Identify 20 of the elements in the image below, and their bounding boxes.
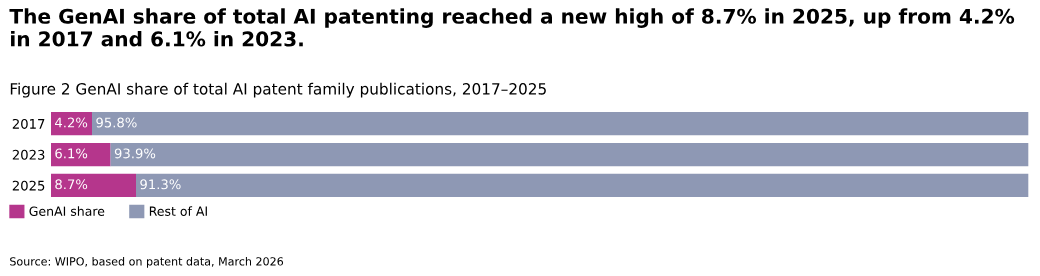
data-label: 93.9% xyxy=(114,148,156,159)
source-note: Source: WIPO, based on patent data, March 2026 xyxy=(10,256,284,268)
legend-label: GenAI share xyxy=(29,206,105,216)
y-tick-label: 2025 xyxy=(12,180,45,191)
data-label: 4.2% xyxy=(55,117,88,128)
data-label: 8.7% xyxy=(55,179,88,190)
y-tick-label: 2017 xyxy=(12,118,45,129)
data-label: 95.8% xyxy=(96,117,137,128)
bar xyxy=(50,173,137,198)
bar xyxy=(110,142,1029,167)
data-label: 6.1% xyxy=(55,148,88,159)
bar xyxy=(50,142,111,167)
chart-subtitle: Figure 2 GenAI share of total AI patent family publications, 2017–2025 xyxy=(10,82,546,98)
chart-title: The GenAI share of total AI patenting reached a new high of 8.7% in 2025, up from 4.2% in 2017 and 6.1% in 2023. xyxy=(9,8,1015,47)
bar xyxy=(92,112,1029,136)
bar xyxy=(50,112,93,136)
legend-label: Rest of AI xyxy=(149,206,207,216)
data-label: 91.3% xyxy=(140,179,181,190)
y-tick-label: 2023 xyxy=(12,149,45,160)
bar xyxy=(136,173,1029,198)
